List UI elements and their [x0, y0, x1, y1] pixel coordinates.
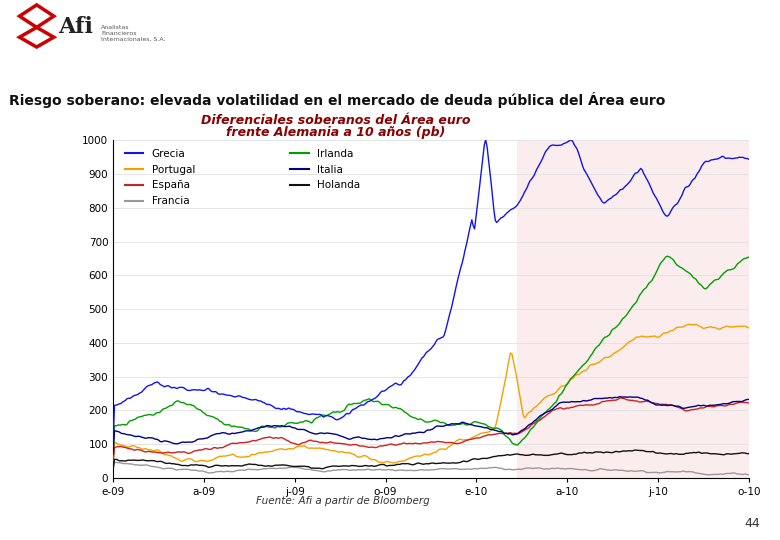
Text: Riesgo soberano: elevada volatilidad en el mercado de deuda pública del Área eur: Riesgo soberano: elevada volatilidad en … — [9, 92, 666, 108]
Text: frente Alemania a 10 años (pb): frente Alemania a 10 años (pb) — [225, 126, 445, 139]
Bar — [517, 140, 749, 478]
Legend: Irlanda, Italia, Holanda: Irlanda, Italia, Holanda — [290, 149, 360, 191]
Text: Fuente: Afi a partir de Bloomberg: Fuente: Afi a partir de Bloomberg — [257, 496, 430, 506]
Text: Diferenciales soberanos del Área euro: Diferenciales soberanos del Área euro — [200, 114, 470, 127]
Text: Analistas
Financieros
Internacionales, S.A.: Analistas Financieros Internacionales, S… — [101, 25, 166, 42]
Text: 44: 44 — [745, 517, 760, 530]
Text: Afi: Afi — [58, 16, 94, 38]
